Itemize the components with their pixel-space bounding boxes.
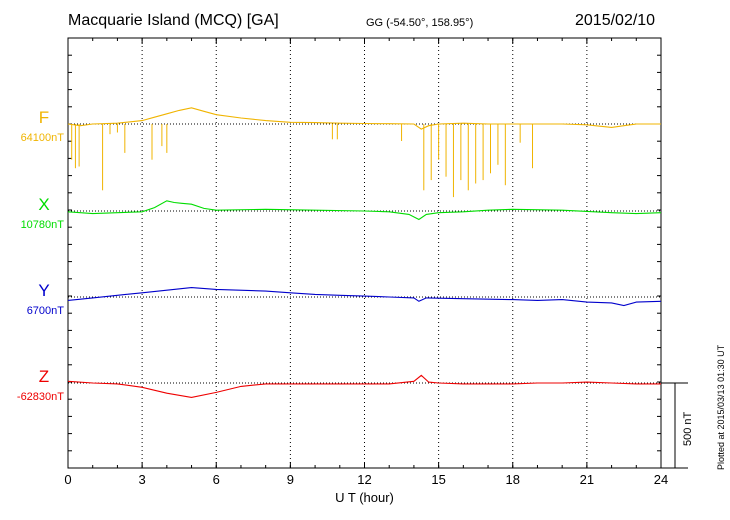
- series-line-x: [67, 200, 662, 221]
- baseline-value-f: 64100nT: [21, 132, 65, 144]
- series-line-y: [67, 287, 662, 307]
- page-title: Macquarie Island (MCQ) [GA]: [68, 12, 279, 29]
- x-tick-label: 24: [654, 472, 668, 487]
- coordinates-label: GG (-54.50°, 158.95°): [366, 17, 474, 29]
- x-tick-label: 9: [287, 472, 294, 487]
- x-tick-label: 18: [506, 472, 520, 487]
- x-axis-label: U T (hour): [335, 490, 394, 505]
- x-tick-label: 12: [357, 472, 371, 487]
- component-label-x: X: [38, 195, 49, 214]
- x-tick-label: 0: [64, 472, 71, 487]
- component-label-f: F: [39, 108, 49, 127]
- x-tick-label: 6: [213, 472, 220, 487]
- baseline-value-x: 10780nT: [21, 219, 65, 231]
- component-label-z: Z: [39, 367, 49, 386]
- series-line-f: [67, 107, 661, 130]
- component-label-y: Y: [38, 281, 49, 300]
- date-label: 2015/02/10: [575, 12, 656, 29]
- plotted-timestamp: Plotted at 2015/03/13 01:30 UT: [716, 344, 726, 470]
- baseline-value-z: -62830nT: [17, 391, 64, 403]
- scale-bar-label: 500 nT: [682, 411, 694, 446]
- x-tick-label: 3: [139, 472, 146, 487]
- series-line-z: [67, 374, 661, 398]
- baseline-value-y: 6700nT: [27, 305, 65, 317]
- x-tick-label: 15: [431, 472, 445, 487]
- x-tick-label: 21: [580, 472, 594, 487]
